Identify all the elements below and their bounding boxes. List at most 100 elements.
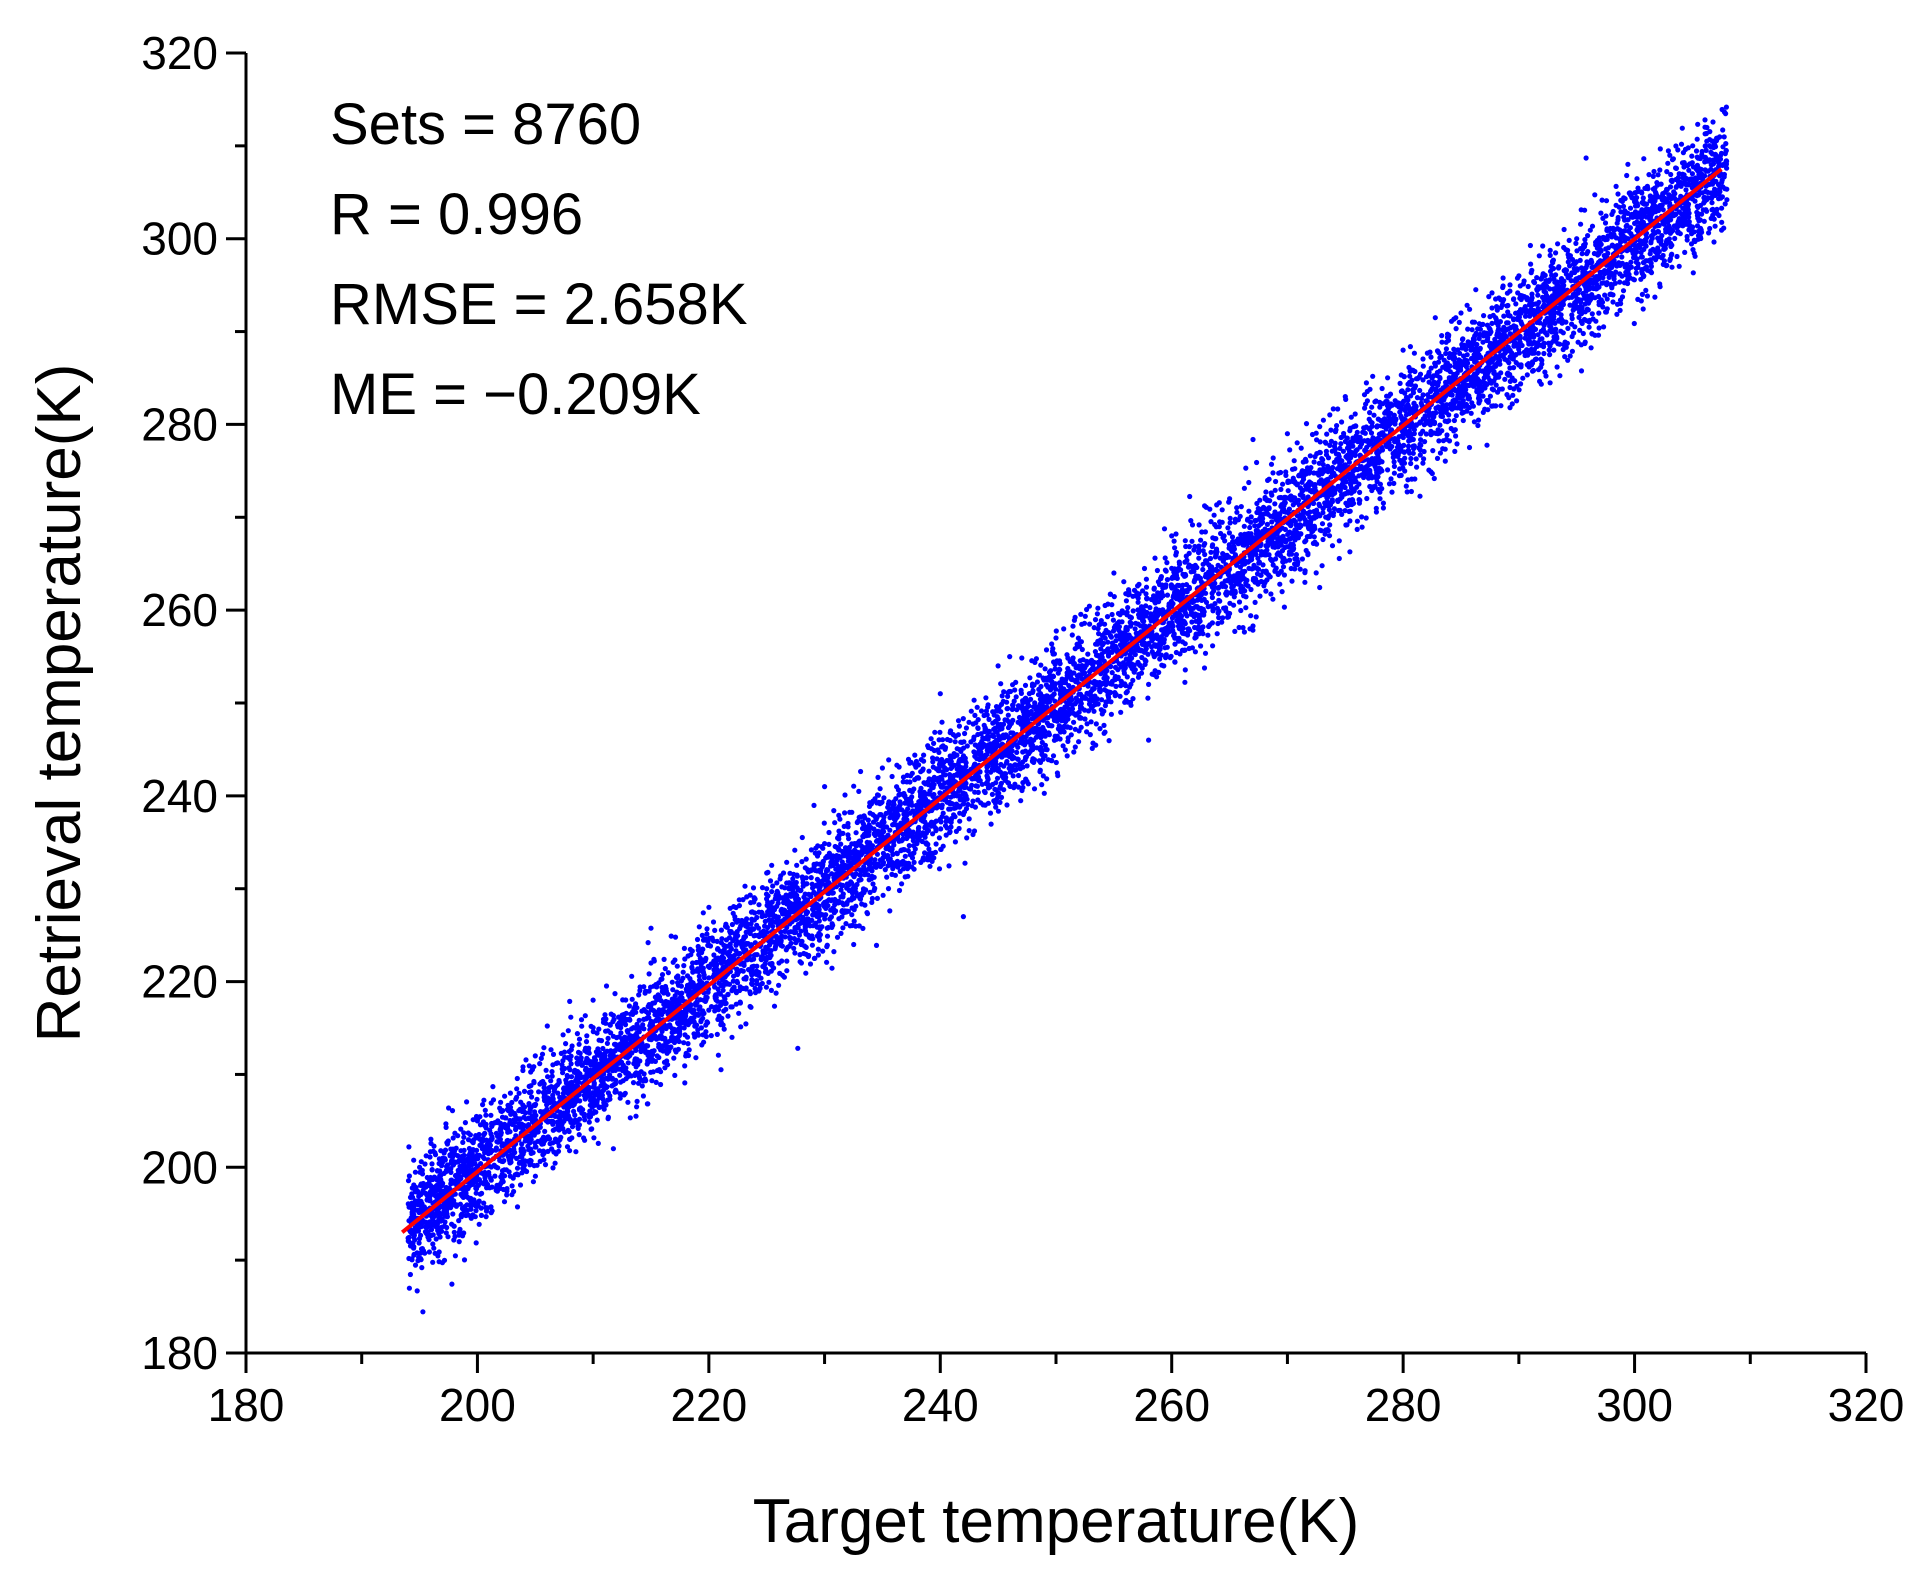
scatter-point	[1664, 169, 1670, 175]
scatter-point	[928, 819, 935, 825]
scatter-point	[536, 1148, 543, 1154]
scatter-point	[1490, 387, 1497, 393]
scatter-point	[1460, 417, 1466, 424]
scatter-point	[738, 1024, 744, 1030]
scatter-point	[630, 1080, 637, 1086]
scatter-point	[1707, 225, 1713, 232]
scatter-point	[1085, 651, 1091, 657]
scatter-point	[584, 1033, 590, 1039]
scatter-point	[948, 728, 954, 734]
scatter-point	[1038, 662, 1044, 668]
scatter-point	[1620, 203, 1627, 209]
scatter-point	[565, 1028, 571, 1034]
scatter-point	[792, 950, 798, 956]
scatter-point	[1296, 473, 1302, 479]
scatter-point	[1401, 398, 1407, 404]
scatter-point	[1522, 304, 1528, 310]
scatter-point	[1417, 371, 1424, 377]
scatter-point	[1320, 510, 1326, 516]
scatter-point	[754, 978, 760, 984]
scatter-point	[730, 978, 736, 984]
scatter-point	[714, 1031, 720, 1037]
scatter-point	[411, 1234, 417, 1240]
scatter-point	[1277, 581, 1283, 587]
scatter-point	[539, 1051, 546, 1057]
scatter-point	[1005, 693, 1011, 700]
scatter-point	[1172, 659, 1178, 665]
scatter-point	[1413, 456, 1419, 462]
scatter-point	[939, 719, 945, 725]
scatter-point	[1044, 776, 1050, 782]
scatter-point	[1219, 507, 1225, 513]
scatter-point	[1280, 564, 1287, 570]
scatter-point	[1420, 363, 1426, 369]
scatter-point	[1323, 448, 1329, 454]
scatter-point	[1471, 419, 1477, 425]
scatter-point	[1683, 187, 1689, 193]
scatter-point	[1524, 372, 1530, 378]
scatter-point	[1250, 436, 1256, 443]
scatter-point	[1049, 641, 1055, 647]
scatter-point	[1529, 267, 1535, 273]
scatter-point	[1163, 655, 1169, 661]
scatter-point	[1555, 241, 1561, 247]
scatter-point	[896, 792, 902, 798]
scatter-point	[851, 918, 857, 924]
scatter-point	[826, 829, 832, 836]
scatter-point	[1589, 223, 1596, 229]
scatter-point	[1087, 732, 1093, 738]
scatter-point	[697, 1004, 703, 1010]
scatter-point	[1436, 438, 1442, 444]
scatter-point	[937, 790, 943, 796]
scatter-point	[1598, 210, 1604, 216]
scatter-point	[952, 779, 958, 785]
scatter-point	[1270, 596, 1276, 602]
scatter-point	[700, 937, 707, 943]
scatter-point	[1702, 124, 1708, 130]
scatter-point	[1220, 615, 1226, 621]
scatter-point	[512, 1119, 519, 1125]
scatter-point	[749, 981, 755, 988]
scatter-point	[1019, 655, 1025, 661]
scatter-point	[1489, 320, 1495, 326]
scatter-point	[1022, 682, 1029, 689]
scatter-point	[671, 1055, 677, 1061]
scatter-point	[1702, 117, 1708, 123]
scatter-point	[1404, 489, 1410, 495]
scatter-point	[1252, 599, 1258, 606]
scatter-point	[1077, 639, 1083, 645]
scatter-point	[1513, 301, 1519, 307]
scatter-point	[1681, 164, 1687, 170]
scatter-point	[993, 745, 999, 751]
scatter-point	[1128, 663, 1134, 669]
scatter-point	[1476, 336, 1482, 342]
scatter-point	[1482, 380, 1488, 386]
scatter-point	[1428, 365, 1434, 371]
scatter-point	[1143, 591, 1149, 597]
scatter-point	[1154, 567, 1160, 574]
scatter-point	[1557, 373, 1563, 379]
scatter-point	[1527, 242, 1533, 249]
scatter-point	[473, 1186, 480, 1192]
scatter-point	[1095, 652, 1101, 659]
scatter-point	[1514, 398, 1520, 404]
scatter-point	[729, 1004, 735, 1010]
scatter-point	[612, 1048, 618, 1054]
scatter-point	[1104, 614, 1111, 620]
scatter-point	[642, 1076, 648, 1082]
scatter-point	[933, 828, 939, 834]
scatter-point	[769, 899, 775, 905]
scatter-point	[906, 863, 913, 869]
scatter-point	[1264, 521, 1270, 528]
scatter-point	[1200, 566, 1206, 573]
scatter-point	[629, 973, 635, 979]
scatter-point	[1196, 555, 1202, 561]
scatter-point	[517, 1182, 524, 1188]
scatter-point	[1464, 302, 1470, 308]
scatter-point	[416, 1240, 422, 1246]
scatter-point	[1633, 270, 1639, 276]
scatter-point	[756, 902, 762, 908]
scatter-point	[1453, 413, 1459, 419]
scatter-point	[1582, 207, 1588, 213]
